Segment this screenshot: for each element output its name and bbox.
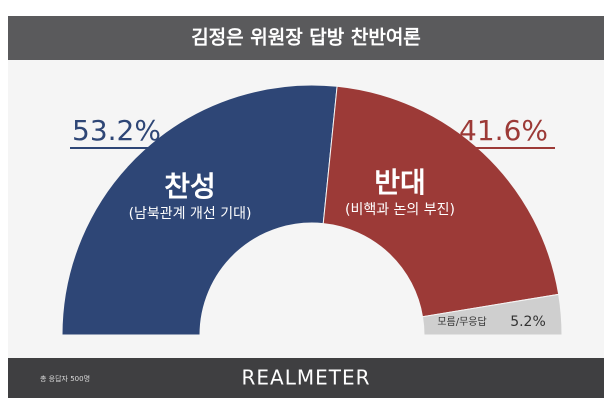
- category-description: (비핵과 논의 부진): [345, 202, 455, 218]
- header-bar: [8, 16, 604, 60]
- pie-segment: [421, 293, 563, 336]
- value-label: 5.2%: [510, 314, 546, 330]
- category-label: 모름/무응답: [437, 316, 486, 328]
- pie-segment: [61, 84, 338, 336]
- source: REALMETER: [242, 366, 371, 390]
- chart-title: 김정은 위원장 답방 찬반여론: [191, 27, 421, 49]
- value-label: 53.2%: [72, 114, 161, 147]
- value-label: 41.6%: [459, 114, 548, 147]
- note: 총 응답자 500명: [40, 374, 90, 383]
- pie-segment: [322, 85, 560, 318]
- category-description: (남북관계 개선 기대): [129, 206, 252, 222]
- category-label: 찬성: [164, 170, 216, 203]
- footer-bar: [8, 358, 604, 398]
- category-label: 반대: [374, 166, 426, 199]
